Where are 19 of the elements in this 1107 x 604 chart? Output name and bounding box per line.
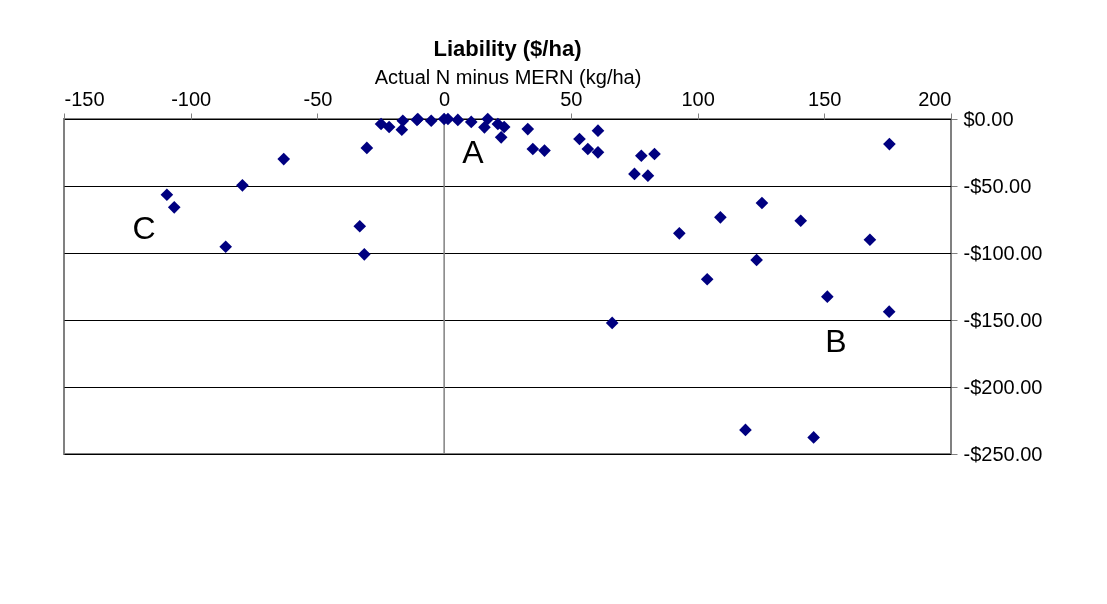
x-tick-label: -150	[64, 87, 105, 110]
annotation: B	[825, 323, 847, 359]
y-tick-label: -$200.00	[963, 375, 1043, 398]
y-tick-label: -$100.00	[963, 241, 1043, 264]
x-tick-label: -50	[303, 87, 333, 110]
annotation: A	[462, 134, 485, 170]
x-tick-label: 100	[681, 87, 715, 110]
y-tick-label: -$250.00	[963, 442, 1043, 465]
x-tick-label: 150	[808, 87, 842, 110]
y-tick-label: -$150.00	[963, 308, 1043, 331]
chart-title: Liability ($/ha)	[433, 36, 582, 61]
x-tick-label: 50	[560, 87, 583, 110]
y-tick-label: -$50.00	[963, 174, 1032, 197]
y-tick-label: $0.00	[963, 107, 1014, 130]
x-tick-label: 200	[918, 87, 952, 110]
x-tick-label: -100	[171, 87, 212, 110]
x-axis-title: Actual N minus MERN (kg/ha)	[374, 65, 642, 88]
x-tick-label: 0	[439, 87, 451, 110]
annotation: C	[132, 210, 156, 246]
